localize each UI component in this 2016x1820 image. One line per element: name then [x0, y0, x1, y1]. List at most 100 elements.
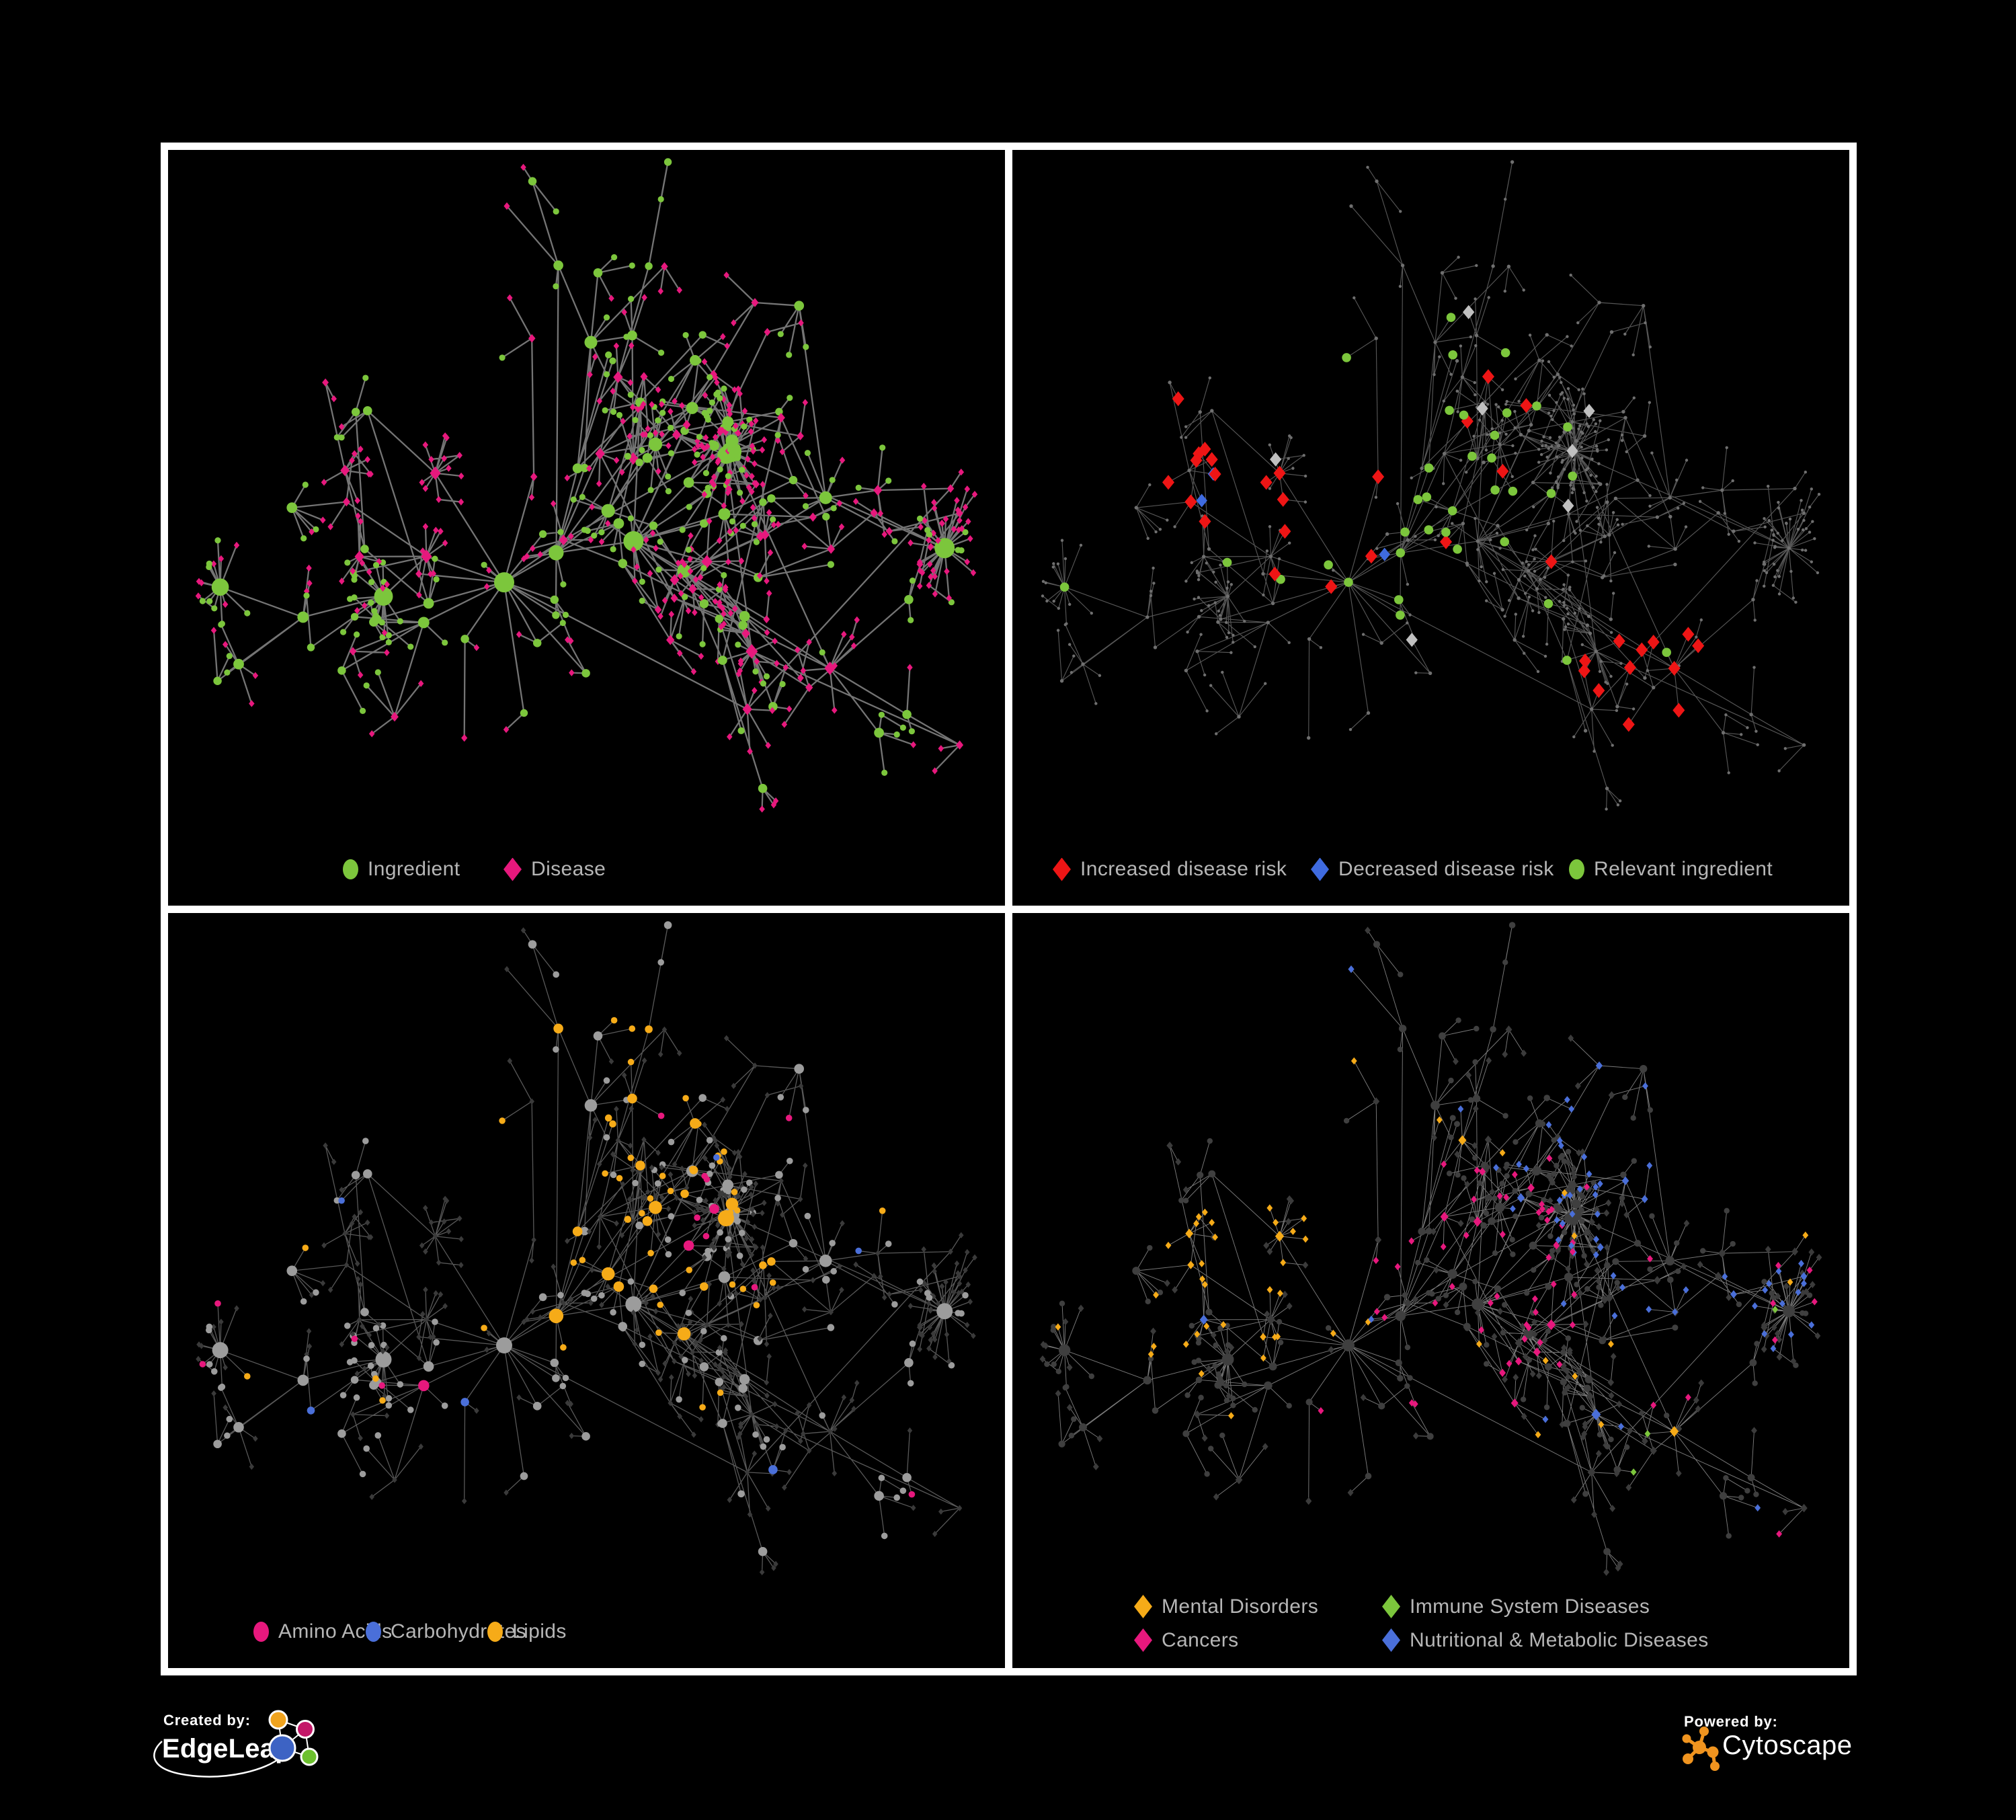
network-node	[1520, 398, 1533, 413]
network-node	[751, 521, 758, 528]
network-node	[1695, 635, 1698, 639]
network-node	[1609, 330, 1614, 334]
network-node	[1555, 455, 1559, 459]
network-node	[944, 567, 950, 576]
network-node	[351, 576, 358, 583]
network-node	[233, 658, 244, 670]
network-node	[372, 561, 380, 569]
network-node	[768, 1464, 778, 1474]
network-node	[919, 569, 926, 576]
network-node	[1482, 369, 1494, 385]
network-node	[733, 1206, 741, 1214]
network-node	[717, 581, 723, 588]
network-node	[1577, 427, 1580, 431]
network-node	[428, 1333, 434, 1340]
network-node	[1057, 606, 1060, 610]
edgeleap-swoosh	[153, 1741, 281, 1778]
network-node	[1503, 615, 1506, 618]
network-node	[875, 1250, 881, 1257]
network-node	[750, 447, 756, 455]
network-node	[910, 1504, 916, 1511]
network-node	[354, 607, 360, 615]
network-node	[1056, 629, 1060, 632]
network-node	[760, 1443, 767, 1450]
network-node	[1724, 1208, 1730, 1214]
network-node	[1302, 1261, 1309, 1269]
network-node	[724, 342, 730, 350]
network-node	[1548, 436, 1552, 440]
network-node	[1094, 702, 1098, 705]
network-node	[1219, 1432, 1225, 1438]
network-node	[956, 740, 964, 750]
network-node	[1769, 1290, 1775, 1296]
network-node	[721, 1373, 727, 1380]
network-node	[609, 357, 616, 364]
network-node	[745, 483, 752, 491]
network-node	[771, 1284, 776, 1291]
network-node	[1486, 433, 1489, 436]
network-node	[682, 1356, 688, 1363]
network-node	[624, 452, 632, 460]
network-node	[213, 676, 222, 686]
network-node	[657, 612, 663, 620]
network-node	[789, 1238, 798, 1247]
network-node	[616, 411, 623, 418]
network-node	[742, 1171, 748, 1177]
network-node	[962, 504, 969, 511]
network-node	[655, 386, 661, 393]
network-node	[1605, 787, 1609, 791]
network-node	[781, 721, 788, 728]
network-node	[752, 1062, 758, 1069]
network-node	[1398, 971, 1404, 978]
network-node	[1040, 1340, 1047, 1348]
network-node	[1453, 1057, 1459, 1065]
network-node	[1373, 941, 1381, 948]
network-node	[1562, 539, 1566, 543]
network-node	[752, 1450, 758, 1457]
network-node	[1605, 1293, 1613, 1303]
network-node	[1630, 1115, 1636, 1121]
network-node	[560, 1343, 567, 1351]
network-node	[787, 395, 793, 401]
network-node	[1607, 438, 1610, 442]
network-node	[1472, 1105, 1479, 1112]
network-node	[1190, 561, 1193, 565]
network-node	[1612, 1257, 1619, 1265]
network-node	[684, 1184, 690, 1191]
network-node	[962, 1292, 969, 1298]
network-node	[698, 442, 704, 449]
network-node	[885, 1240, 892, 1247]
network-node	[354, 1370, 360, 1377]
network-node	[1232, 633, 1235, 637]
network-node	[1585, 500, 1588, 503]
created-by-label: Created by:	[163, 1712, 251, 1729]
network-node	[649, 1164, 655, 1171]
network-node	[1569, 483, 1572, 487]
network-node	[1399, 210, 1402, 213]
network-node	[1608, 1091, 1615, 1099]
network-node	[1465, 1071, 1472, 1079]
network-node	[621, 1072, 627, 1078]
network-node	[1164, 1279, 1170, 1287]
network-node	[614, 1105, 619, 1112]
network-svg-ingredient-classes	[196, 920, 977, 1575]
network-node	[1582, 491, 1586, 495]
network-node	[746, 1247, 752, 1254]
network-node	[1771, 1294, 1777, 1300]
network-node	[313, 526, 319, 532]
network-node	[970, 569, 977, 577]
network-node	[1563, 628, 1566, 631]
network-node	[568, 1296, 574, 1302]
network-node	[1168, 381, 1172, 385]
network-node	[458, 472, 465, 480]
network-node	[444, 1197, 450, 1204]
network-node	[700, 453, 706, 461]
network-node	[1395, 1310, 1406, 1321]
network-node	[419, 1242, 425, 1249]
network-node	[737, 489, 743, 496]
network-node	[1058, 1343, 1071, 1356]
network-node	[1545, 1362, 1552, 1370]
network-node	[1597, 462, 1601, 465]
network-node	[1650, 451, 1654, 454]
network-node	[1324, 560, 1333, 569]
